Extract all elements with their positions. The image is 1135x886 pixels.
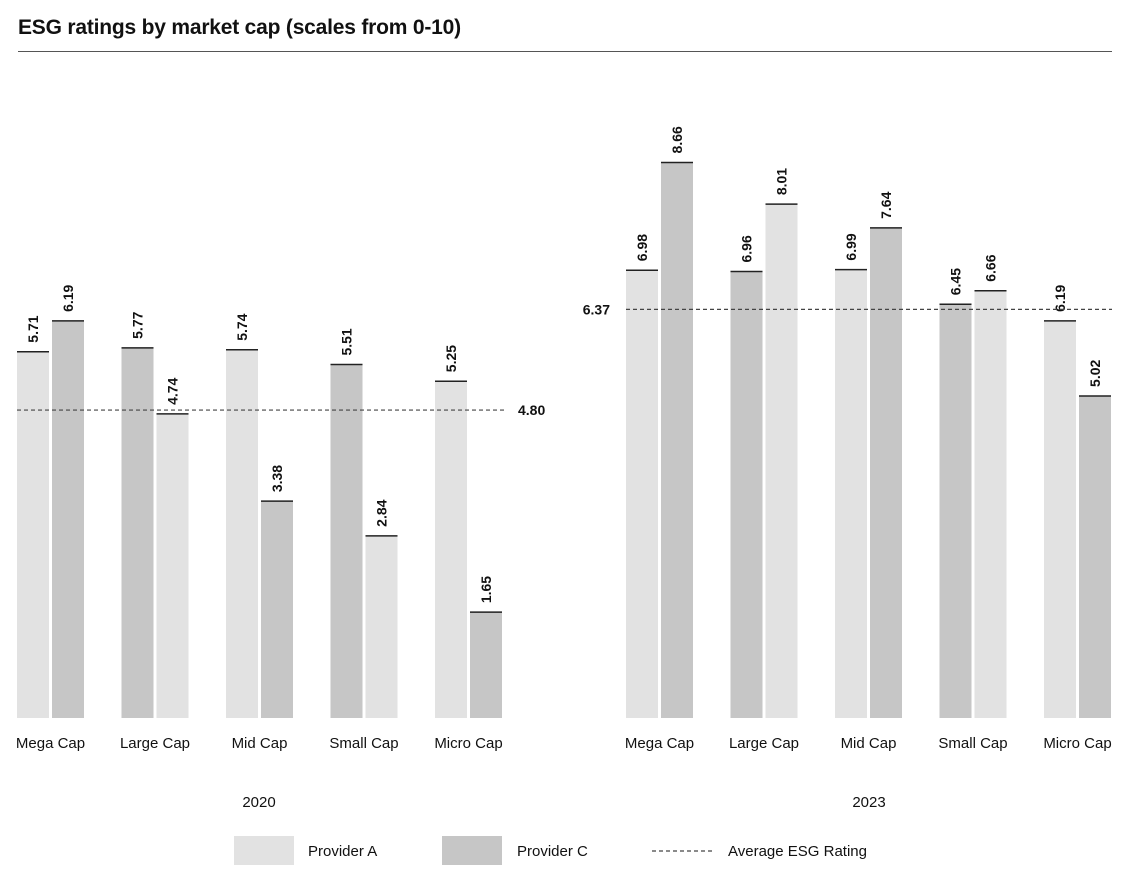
bar-2023-1-0 — [730, 271, 763, 718]
category-label-2023-2: Mid Cap — [841, 735, 897, 752]
year-label-2020: 2020 — [242, 794, 275, 811]
legend-swatch-dark — [442, 836, 502, 865]
category-label-2020-1: Large Cap — [120, 735, 190, 752]
bar-2023-2-0 — [835, 269, 867, 718]
bar-2023-2-1 — [870, 227, 902, 719]
category-label-2023-1: Large Cap — [729, 735, 799, 752]
data-label-2023-0-1: 8.66 — [669, 126, 685, 153]
data-label-2020-1-1: 4.74 — [165, 377, 181, 404]
legend-swatch-light — [234, 836, 294, 865]
data-label-2023-4-0: 6.19 — [1052, 284, 1068, 311]
bar-2023-4-1 — [1079, 395, 1111, 718]
bar-2023-4-0 — [1044, 320, 1076, 718]
category-label-2020-0: Mega Cap — [16, 735, 85, 752]
category-label-2020-3: Small Cap — [329, 735, 398, 752]
bar-2020-0-1 — [52, 320, 84, 718]
bar-2020-1-0 — [121, 347, 154, 718]
data-label-2023-3-1: 6.66 — [983, 254, 999, 281]
average-value-label-2023: 6.37 — [583, 301, 610, 317]
average-value-label-2020: 4.80 — [518, 402, 545, 418]
data-label-2023-2-1: 7.64 — [878, 191, 894, 218]
bar-2020-2-0 — [226, 349, 258, 718]
category-label-2020-4: Micro Cap — [434, 735, 502, 752]
bar-2020-4-0 — [435, 381, 467, 718]
data-label-2023-1-0: 6.96 — [739, 235, 755, 262]
data-label-2023-1-1: 8.01 — [774, 168, 790, 195]
bar-2023-3-0 — [939, 304, 972, 718]
bar-2020-3-1 — [365, 535, 398, 718]
data-label-2020-3-0: 5.51 — [339, 328, 355, 355]
bar-2023-0-1 — [661, 162, 693, 718]
category-label-2023-3: Small Cap — [938, 735, 1007, 752]
bar-2020-2-1 — [261, 501, 293, 718]
year-label-2023: 2023 — [852, 794, 885, 811]
data-label-2020-0-0: 5.71 — [25, 315, 41, 342]
data-label-2023-2-0: 6.99 — [843, 233, 859, 260]
bar-2020-1-1 — [156, 413, 189, 718]
bar-2020-0-0 — [17, 351, 49, 718]
data-label-2023-4-1: 5.02 — [1087, 360, 1103, 387]
bar-2020-3-0 — [330, 364, 363, 718]
data-label-2020-0-1: 6.19 — [60, 284, 76, 311]
bar-2023-3-1 — [974, 290, 1007, 718]
title-divider — [18, 51, 1112, 52]
category-label-2023-4: Micro Cap — [1043, 735, 1111, 752]
data-label-2020-1-0: 5.77 — [130, 311, 146, 338]
chart-title: ESG ratings by market cap (scales from 0… — [18, 16, 461, 39]
legend-label-2: Average ESG Rating — [728, 843, 867, 860]
data-label-2023-0-0: 6.98 — [634, 234, 650, 261]
bar-2020-4-1 — [470, 612, 502, 718]
category-label-2023-0: Mega Cap — [625, 735, 694, 752]
category-label-2020-2: Mid Cap — [232, 735, 288, 752]
data-label-2020-3-1: 2.84 — [374, 499, 390, 526]
data-label-2020-2-0: 5.74 — [234, 313, 250, 340]
data-label-2020-4-1: 1.65 — [478, 576, 494, 603]
bar-2023-0-0 — [626, 270, 658, 718]
data-label-2023-3-0: 6.45 — [948, 268, 964, 295]
legend-label-1: Provider C — [517, 843, 588, 860]
data-label-2020-2-1: 3.38 — [269, 465, 285, 492]
bar-2023-1-1 — [765, 204, 798, 718]
legend-label-0: Provider A — [308, 843, 377, 860]
data-label-2020-4-0: 5.25 — [443, 345, 459, 372]
